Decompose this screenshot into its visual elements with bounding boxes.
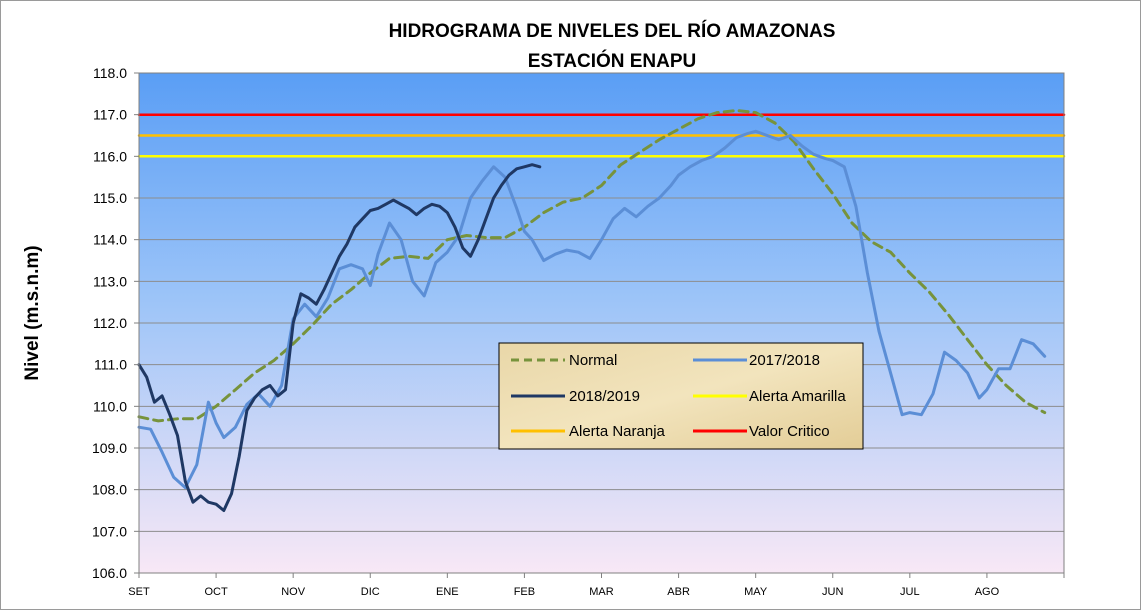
y-tick-label: 109.0 xyxy=(92,440,127,456)
legend-label: Alerta Amarilla xyxy=(749,388,846,405)
y-axis-label: Nivel (m.s.n.m) xyxy=(22,245,43,380)
y-tick-label: 113.0 xyxy=(93,273,127,289)
legend-label: Valor Critico xyxy=(749,423,830,440)
x-tick-label: AGO xyxy=(975,586,1000,598)
legend-label: 2018/2019 xyxy=(569,388,640,405)
x-tick-label: ABR xyxy=(667,586,690,598)
y-tick-label: 114.0 xyxy=(93,232,127,248)
x-tick-label: DIC xyxy=(361,586,380,598)
series-line-2018-2019 xyxy=(137,163,542,512)
threshold-lines xyxy=(137,113,1066,158)
chart-subtitle: ESTACIÓN ENAPU xyxy=(528,50,697,72)
x-tick-label: OCT xyxy=(204,586,228,598)
series-line-normal xyxy=(137,109,1047,423)
y-tick-label: 108.0 xyxy=(92,482,127,498)
x-tick-label: FEB xyxy=(514,586,535,598)
series-line-2017-2018 xyxy=(137,129,1047,490)
y-tick-label: 115.0 xyxy=(93,190,127,206)
x-tick-label: MAR xyxy=(589,586,614,598)
y-tick-label: 110.0 xyxy=(93,398,127,414)
x-tick-label: ENE xyxy=(436,586,459,598)
x-tick-label: JUL xyxy=(900,586,920,598)
chart-title: HIDROGRAMA DE NIVELES DEL RÍO AMAZONAS xyxy=(389,20,836,42)
x-tick-label: SET xyxy=(128,586,150,598)
series-lines xyxy=(137,109,1047,512)
y-tick-label: 117.0 xyxy=(93,107,127,123)
y-tick-label: 116.0 xyxy=(93,148,127,164)
legend-label: 2017/2018 xyxy=(749,352,820,369)
legend-label: Alerta Naranja xyxy=(569,423,666,440)
y-tick-label: 111.0 xyxy=(94,357,127,373)
x-axis-ticks: SET OCT NOV DIC ENE FEB MAR ABR MAY JUN JUL AGO xyxy=(128,573,1065,598)
x-tick-label: MAY xyxy=(744,586,768,598)
y-tick-label: 112.0 xyxy=(93,315,127,331)
y-tick-label: 118.0 xyxy=(93,65,127,81)
y-tick-label: 106.0 xyxy=(92,565,127,581)
legend: Normal 2017/2018 2018/2019 Alerta Amarilla A… xyxy=(498,342,864,450)
x-tick-label: NOV xyxy=(281,586,306,598)
legend-label: Normal xyxy=(569,352,617,369)
x-tick-label: JUN xyxy=(822,586,843,598)
y-axis-ticks: 106.0 107.0 108.0 109.0 110.0 111.0 112.0 113.0… xyxy=(92,65,139,581)
y-tick-label: 107.0 xyxy=(92,523,127,539)
